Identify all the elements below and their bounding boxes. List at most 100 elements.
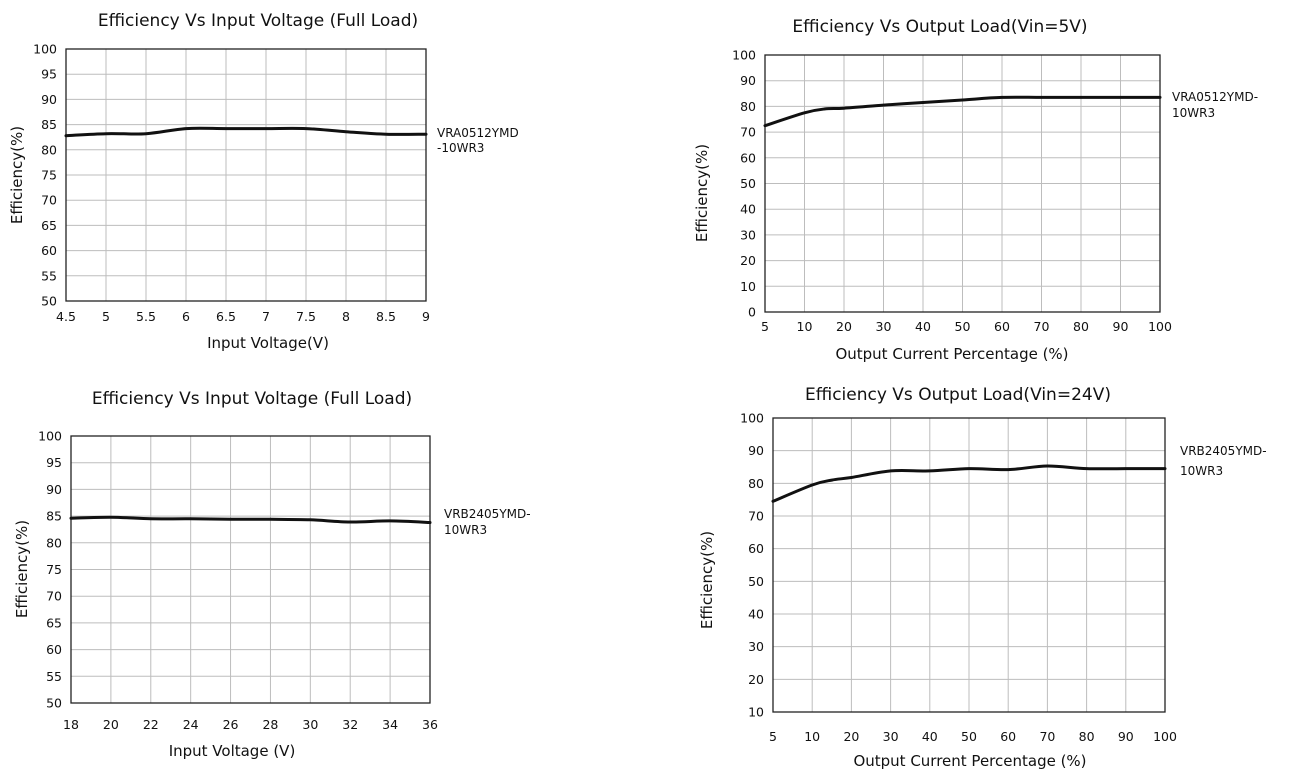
y-tick-label: 75	[46, 562, 62, 577]
chart-4: 5 10 20 30 40 50 60 70 80 90 100 10 20 30 40 50 60 70 80 90…	[698, 385, 1267, 770]
y-tick-label: 90	[740, 73, 756, 88]
plot-frame	[764, 54, 1161, 313]
efficiency-series-line	[69, 515, 432, 524]
y-tick-label: 90	[46, 482, 62, 497]
x-tick-label: 5	[761, 319, 769, 334]
y-tick-label: 85	[41, 117, 57, 132]
y-axis-label: Efficiency(%)	[8, 126, 26, 224]
plot-frame	[70, 435, 431, 704]
series-label-line: VRA0512YMD	[437, 126, 519, 140]
efficiency-series-line	[64, 126, 428, 138]
series-label-line: VRA0512YMD-	[1172, 90, 1258, 104]
x-tick-label: 18	[63, 717, 79, 732]
series-label-line: 10WR3	[1172, 106, 1215, 120]
x-axis-label: Output Current Percentage (%)	[835, 345, 1068, 363]
y-tick-label: 0	[748, 305, 756, 320]
plot-frame	[65, 48, 427, 302]
x-tick-label: 5	[769, 729, 777, 744]
x-tick-label: 80	[1079, 729, 1095, 744]
x-tick-label: 30	[876, 319, 892, 334]
y-tick-label: 90	[748, 443, 764, 458]
series-label-line: -10WR3	[437, 141, 484, 155]
x-tick-label: 30	[302, 717, 318, 732]
x-tick-label: 10	[804, 729, 820, 744]
y-tick-label: 60	[41, 243, 57, 258]
x-tick-label: 40	[922, 729, 938, 744]
y-tick-label: 65	[41, 218, 57, 233]
x-tick-label: 8	[342, 309, 350, 324]
x-tick-label: 40	[915, 319, 931, 334]
series-label-line: 10WR3	[1180, 464, 1223, 478]
y-tick-label: 20	[740, 253, 756, 268]
chart-title: Efficiency Vs Output Load(Vin=5V)	[792, 17, 1087, 37]
y-tick-label: 50	[46, 696, 62, 711]
x-tick-label: 6.5	[216, 309, 236, 324]
y-tick-label: 70	[748, 509, 764, 524]
y-tick-label: 90	[41, 92, 57, 107]
chart-3: 18 20 22 24 26 28 30 32 34 36 50 55 60 65 70 75 80 85 90 95…	[13, 389, 531, 760]
x-tick-label: 90	[1113, 319, 1129, 334]
y-tick-label: 80	[740, 99, 756, 114]
x-tick-label: 100	[1148, 319, 1172, 334]
y-axis-label: Efficiency(%)	[698, 531, 716, 629]
x-axis-label: Output Current Percentage (%)	[853, 752, 1086, 770]
x-tick-label: 32	[342, 717, 358, 732]
efficiency-series-line	[771, 464, 1167, 503]
series-label-line: 10WR3	[444, 523, 487, 537]
y-tick-label: 100	[732, 48, 756, 63]
x-tick-label: 34	[382, 717, 398, 732]
x-tick-label: 70	[1039, 729, 1055, 744]
x-tick-label: 4.5	[56, 309, 76, 324]
x-tick-label: 20	[843, 729, 859, 744]
y-tick-label: 20	[748, 672, 764, 687]
x-tick-label: 6	[182, 309, 190, 324]
y-tick-label: 10	[740, 279, 756, 294]
y-tick-label: 70	[41, 193, 57, 208]
chart-2: 5 10 20 30 40 50 60 70 80 90 100 0 10 20 30 40 50 60 70 80 9…	[693, 17, 1258, 363]
x-tick-label: 20	[836, 319, 852, 334]
x-tick-label: 60	[994, 319, 1010, 334]
x-tick-label: 100	[1153, 729, 1177, 744]
x-tick-label: 10	[797, 319, 813, 334]
series-label-line: VRB2405YMD-	[444, 507, 531, 521]
x-tick-label: 90	[1118, 729, 1134, 744]
y-tick-label: 85	[46, 509, 62, 524]
y-tick-label: 10	[748, 705, 764, 720]
y-tick-label: 50	[740, 176, 756, 191]
y-tick-label: 80	[46, 535, 62, 550]
y-axis-label: Efficiency(%)	[693, 144, 711, 242]
x-tick-label: 5	[102, 309, 110, 324]
series-label-line: VRB2405YMD-	[1180, 444, 1267, 458]
y-tick-label: 95	[46, 455, 62, 470]
x-tick-label: 26	[223, 717, 239, 732]
y-tick-label: 95	[41, 67, 57, 82]
chart-1: 4.5 5 5.5 6 6.5 7 7.5 8 8.5 9 50 55 60 65 70 75 80 85 90 95…	[8, 11, 519, 352]
x-tick-label: 9	[422, 309, 430, 324]
chart-title: Efficiency Vs Output Load(Vin=24V)	[805, 385, 1111, 405]
series-label: VRB2405YMD- 10WR3	[1180, 444, 1267, 478]
y-tick-label: 60	[46, 642, 62, 657]
x-tick-label: 70	[1034, 319, 1050, 334]
y-tick-label: 60	[740, 150, 756, 165]
y-axis-label: Efficiency(%)	[13, 520, 31, 618]
x-tick-label: 60	[1000, 729, 1016, 744]
y-tick-label: 70	[740, 125, 756, 140]
y-tick-label: 40	[748, 607, 764, 622]
x-tick-label: 20	[103, 717, 119, 732]
y-tick-label: 80	[748, 476, 764, 491]
x-tick-label: 5.5	[136, 309, 156, 324]
y-tick-label: 30	[740, 227, 756, 242]
x-tick-label: 8.5	[376, 309, 396, 324]
y-tick-label: 65	[46, 615, 62, 630]
y-tick-label: 50	[748, 574, 764, 589]
chart-title: Efficiency Vs Input Voltage (Full Load)	[98, 11, 418, 31]
y-tick-label: 80	[41, 142, 57, 157]
y-tick-label: 60	[748, 541, 764, 556]
x-axis-label: Input Voltage (V)	[169, 742, 296, 760]
chart-title: Efficiency Vs Input Voltage (Full Load)	[92, 389, 412, 409]
x-tick-label: 24	[183, 717, 199, 732]
x-tick-label: 7.5	[296, 309, 316, 324]
series-label: VRB2405YMD- 10WR3	[444, 507, 531, 537]
y-tick-label: 100	[33, 42, 57, 57]
